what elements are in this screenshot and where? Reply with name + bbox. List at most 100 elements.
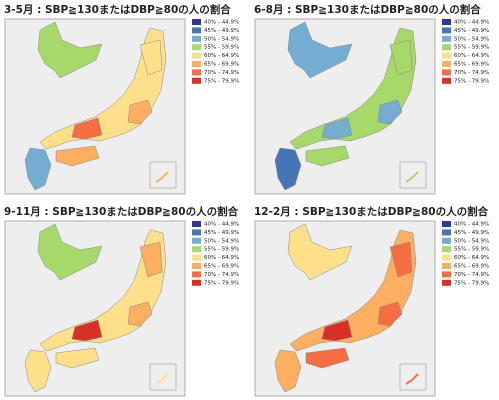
legend-label: 40% - 44.9% <box>454 20 489 26</box>
legend-label: 75% - 79.9% <box>204 280 239 286</box>
panel-title: 12-2月 : SBP≧130またはDBP≧80の人の割合 <box>254 205 489 218</box>
region <box>274 349 302 393</box>
legend-label: 60% - 64.9% <box>204 53 239 59</box>
legend-label: 40% - 44.9% <box>204 222 239 228</box>
legend-swatch <box>442 27 451 34</box>
legend-label: 60% - 64.9% <box>454 255 489 261</box>
legend-swatch <box>442 52 451 59</box>
okinawa-inset <box>399 363 427 391</box>
panel-title: 6-8月 : SBP≧130またはDBP≧80の人の割合 <box>254 3 481 16</box>
legend-swatch <box>442 271 451 278</box>
map-panel: 3-5月 : SBP≧130またはDBP≧80の人の割合 40% - 44.9% 4… <box>4 3 239 195</box>
region <box>377 99 403 125</box>
legend-label: 55% - 59.9% <box>204 247 239 253</box>
okinawa-inset <box>149 161 177 189</box>
region <box>127 99 153 125</box>
region <box>389 241 413 278</box>
legend-swatch <box>192 69 201 76</box>
legend-swatch <box>442 254 451 261</box>
map-panel: 6-8月 : SBP≧130またはDBP≧80の人の割合 40% - 44.9% 4… <box>254 3 489 195</box>
legend-label: 50% - 54.9% <box>454 36 489 42</box>
legend-label: 75% - 79.9% <box>454 78 489 84</box>
legend-swatch <box>192 237 201 244</box>
legend-label: 70% - 74.9% <box>454 272 489 278</box>
legend-swatch <box>442 229 451 236</box>
legend-swatch <box>192 229 201 236</box>
legend-label: 75% - 79.9% <box>204 78 239 84</box>
legend-label: 70% - 74.9% <box>454 70 489 76</box>
legend-label: 65% - 69.9% <box>454 264 489 270</box>
legend-label: 50% - 54.9% <box>204 36 239 42</box>
region <box>139 39 163 76</box>
legend-swatch <box>442 246 451 253</box>
legend-swatch <box>192 271 201 278</box>
legend-label: 55% - 59.9% <box>454 45 489 51</box>
region <box>287 21 353 79</box>
legend-swatch <box>442 19 451 25</box>
legend-swatch <box>442 237 451 244</box>
okinawa <box>405 373 419 385</box>
legend-swatch <box>192 44 201 51</box>
legend-label: 65% - 69.9% <box>204 264 239 270</box>
legend-label: 50% - 54.9% <box>454 238 489 244</box>
okinawa-inset <box>149 363 177 391</box>
legend-swatch <box>442 35 451 42</box>
legend-swatch <box>442 44 451 51</box>
legend-swatch <box>192 61 201 67</box>
region <box>24 349 52 393</box>
legend-swatch <box>442 263 451 269</box>
legend-swatch <box>192 35 201 42</box>
region <box>287 223 353 281</box>
okinawa-inset <box>399 161 427 189</box>
map-panel: 9-11月 : SBP≧130またはDBP≧80の人の割合 40% - 44.9%… <box>4 205 239 397</box>
legend-label: 45% - 49.9% <box>454 28 489 34</box>
legend-swatch <box>442 221 451 227</box>
region <box>71 117 103 140</box>
legend-label: 60% - 64.9% <box>204 255 239 261</box>
region <box>305 145 350 167</box>
panel-title: 3-5月 : SBP≧130またはDBP≧80の人の割合 <box>4 3 231 16</box>
legend-swatch <box>442 69 451 76</box>
map-panel: 12-2月 : SBP≧130またはDBP≧80の人の割合 40% - 44.9%… <box>254 205 489 397</box>
legend-label: 70% - 74.9% <box>204 272 239 278</box>
legend-swatch <box>192 19 201 25</box>
region <box>37 223 103 281</box>
legend-label: 65% - 69.9% <box>204 62 239 68</box>
region <box>377 301 403 327</box>
legend-swatch <box>192 246 201 253</box>
legend-swatch <box>192 254 201 261</box>
legend-swatch <box>442 279 451 286</box>
legend-swatch <box>192 52 201 59</box>
region <box>274 147 302 191</box>
legend-label: 70% - 74.9% <box>204 70 239 76</box>
region <box>55 347 100 369</box>
legend-swatch <box>442 61 451 67</box>
panel-title: 9-11月 : SBP≧130またはDBP≧80の人の割合 <box>4 205 239 218</box>
legend-label: 50% - 54.9% <box>204 238 239 244</box>
region <box>321 319 353 342</box>
region <box>305 347 350 369</box>
legend-label: 55% - 59.9% <box>204 45 239 51</box>
okinawa <box>155 171 169 183</box>
legend-label: 40% - 44.9% <box>454 222 489 228</box>
legend-swatch <box>192 221 201 227</box>
region <box>55 145 100 167</box>
region <box>127 301 153 327</box>
legend-label: 45% - 49.9% <box>204 230 239 236</box>
legend-swatch <box>192 279 201 286</box>
region <box>24 147 52 191</box>
okinawa <box>155 373 169 385</box>
legend-swatch <box>442 77 451 84</box>
legend-label: 75% - 79.9% <box>454 280 489 286</box>
region <box>71 319 103 342</box>
legend-swatch <box>192 263 201 269</box>
region <box>389 39 413 76</box>
legend-label: 65% - 69.9% <box>454 62 489 68</box>
legend-swatch <box>192 27 201 34</box>
region <box>37 21 103 79</box>
legend-label: 45% - 49.9% <box>204 28 239 34</box>
legend-label: 45% - 49.9% <box>454 230 489 236</box>
okinawa <box>405 171 419 183</box>
legend-label: 40% - 44.9% <box>204 20 239 26</box>
